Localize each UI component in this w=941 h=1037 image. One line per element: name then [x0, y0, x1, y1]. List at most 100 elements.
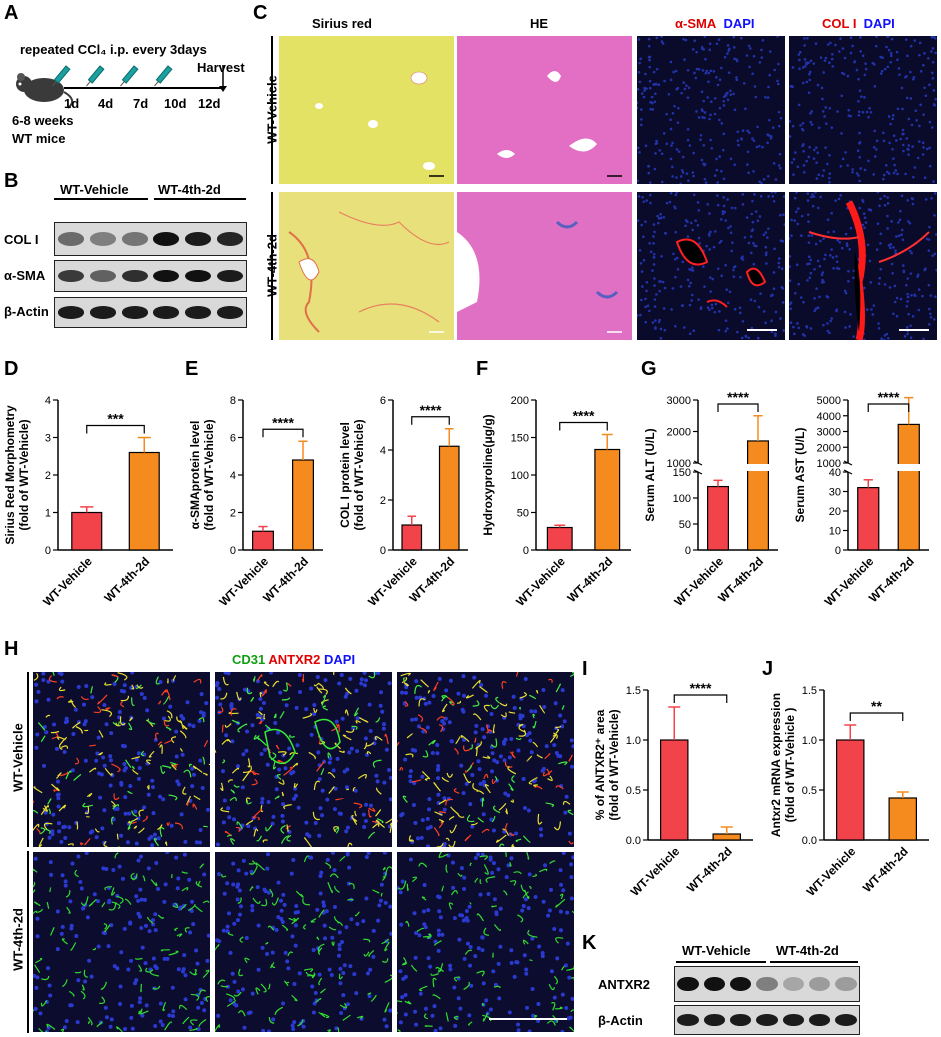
chart-e-asma-protein: 0 2 4 6 8 α-SMAprotein level (fold of WT-Vehic… [188, 395, 323, 609]
blot-k-group-treatment: WT-4th-2d [776, 943, 839, 958]
micrograph-col1-vehicle [789, 36, 937, 184]
y-tick-label: 1.5 [802, 685, 817, 697]
micrograph-col1-treatment [789, 192, 937, 340]
y-axis-label: Sirius Red Morphometry [3, 405, 17, 545]
y-tick-label: 4 [380, 445, 386, 457]
column-header-he: HE [530, 16, 549, 31]
column-header-asma: α-SMA DAPI [675, 16, 755, 31]
y-tick-label: 2000 [667, 427, 691, 439]
significance-stars: *** [107, 411, 124, 427]
chart-axes: 0.0 0.5 1.0 1.5 [626, 685, 753, 847]
y-axis-label: (fold of WT-Vehicle) [352, 419, 366, 530]
blot-k-strip-bactin [674, 1005, 860, 1035]
row-label-h-vehicle: WT-Vehicle [10, 723, 26, 792]
y-tick-label: 4000 [817, 411, 841, 423]
significance-stars: ** [871, 698, 882, 714]
y-axis-label: (fold of WT-Vehicle) [607, 709, 621, 820]
y-tick-label: 0.0 [626, 835, 641, 847]
day-7: 7d [133, 96, 149, 111]
y-tick-label: 0 [380, 545, 386, 557]
blot-band [185, 232, 212, 246]
chart-e-col1-protein: 0 2 4 6 COL I protein level (fold of WT-Vehic… [338, 395, 468, 609]
blot-band [217, 269, 244, 283]
blot-k-strip-antxr2 [674, 966, 860, 1002]
y-tick-label: 1.5 [626, 685, 641, 697]
blot-band [89, 306, 116, 319]
blot-band [185, 269, 212, 283]
blot-band [153, 232, 180, 246]
y-axis-label: α-SMAprotein level [188, 421, 202, 530]
significance-bracket [867, 403, 910, 412]
blot-b-strip-asma [54, 260, 247, 292]
x-tick-label: WT-4th-2d [860, 844, 911, 895]
y-tick-label: 0 [835, 545, 841, 557]
y-tick-label: 200 [511, 395, 529, 407]
y-tick-label: 0 [685, 545, 691, 557]
y-tick-label: 5000 [817, 395, 841, 407]
protocol-title: repeated CCl₄ i.p. every 3days [20, 42, 207, 57]
column-header-sirius: Sirius red [312, 16, 372, 31]
micrograph-h-treatment-3 [397, 852, 574, 1032]
micrograph-sirius-treatment [279, 192, 454, 340]
x-tick-label: WT-Vehicle [822, 554, 877, 609]
blot-band [89, 269, 116, 283]
y-tick-label: 6 [380, 395, 386, 407]
chart-d-sirius-morphometry: 0 1 2 3 4 Sirius Red Morphometry (fold of WT-V… [3, 395, 173, 609]
x-tick-label: WT-Vehicle [804, 844, 859, 899]
x-tick-label: WT-4th-2d [564, 554, 615, 605]
bar-vehicle [71, 511, 103, 551]
day-12: 12d [198, 96, 221, 111]
blot-band [703, 976, 726, 992]
panel-label-c: C [253, 2, 268, 24]
micrograph-h-vehicle-2 [215, 672, 392, 847]
y-tick-label: 2 [230, 508, 236, 520]
x-tick-label: WT-Vehicle [513, 554, 568, 609]
chart-axes: 0 50 100 150 200 [511, 395, 631, 557]
bar-treatment [897, 423, 920, 551]
blot-band [835, 976, 857, 992]
y-tick-label: 1000 [667, 458, 691, 470]
bar-treatment [888, 797, 917, 841]
micrograph-he-vehicle [457, 36, 632, 184]
y-tick-label: 0.0 [802, 835, 817, 847]
blot-band [217, 232, 244, 246]
bar-treatment [291, 459, 314, 551]
panel-label-b: B [4, 170, 19, 192]
y-tick-label: 40 [829, 467, 841, 479]
blot-band [782, 976, 805, 992]
significance-bracket [849, 712, 904, 721]
row-label-c-treatment: WT-4th-2d [264, 234, 280, 297]
y-tick-label: 1000 [817, 458, 841, 470]
significance-bracket [717, 403, 759, 412]
y-tick-label: 4 [45, 395, 51, 407]
bar-vehicle [835, 739, 865, 841]
y-tick-label: 100 [673, 493, 691, 505]
blot-b-row-asma: α-SMA [4, 268, 46, 283]
y-axis-label: (fold of WT-Vehicle ) [783, 708, 797, 823]
significance-stars: **** [573, 408, 595, 424]
y-tick-label: 1 [45, 508, 51, 520]
y-axis-label: Serum AST (U/L) [793, 428, 807, 523]
significance-bracket [559, 421, 608, 431]
row-label-h-treatment: WT-4th-2d [10, 908, 26, 971]
column-header-col1: COL I DAPI [822, 16, 895, 31]
blot-b-group-vehicle: WT-Vehicle [60, 182, 129, 197]
blot-k-row-antxr2: ANTXR2 [598, 977, 651, 992]
y-tick-label: 0 [45, 545, 51, 557]
y-tick-label: 30 [829, 487, 841, 499]
y-tick-label: 2000 [817, 442, 841, 454]
blot-band [57, 269, 84, 283]
y-tick-label: 50 [679, 519, 691, 531]
y-tick-label: 1.0 [802, 735, 817, 747]
blot-band [782, 1014, 805, 1026]
blot-band [677, 1014, 699, 1026]
y-tick-label: 2 [45, 470, 51, 482]
x-tick-label: WT-4th-2d [101, 554, 152, 605]
y-axis-label: Antxr2 mRNA expression [769, 693, 783, 837]
blot-k-group-line-treatment [770, 961, 858, 963]
chart-j-antxr2-mrna: 0.0 0.5 1.0 1.5 Antxr2 mRNA expression (fold … [769, 685, 929, 899]
x-tick-label: WT-Vehicle [40, 554, 95, 609]
blot-band [121, 306, 148, 319]
mouse-strain: WT mice [12, 131, 66, 146]
row-bracket-c-top [271, 36, 273, 184]
